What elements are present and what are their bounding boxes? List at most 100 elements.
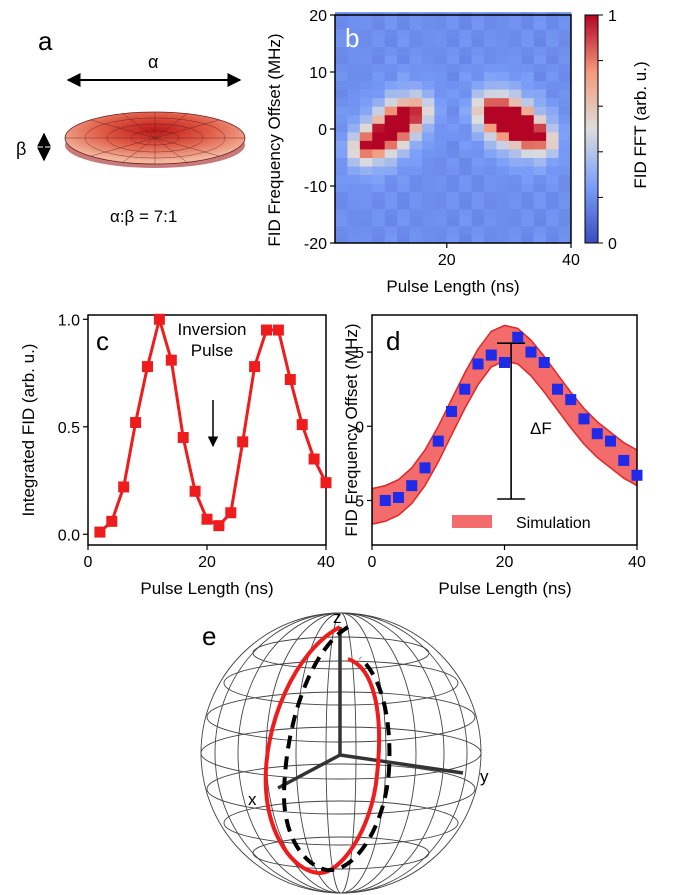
x-tick-label: 20 xyxy=(438,252,456,269)
heatmap-cell xyxy=(546,46,560,56)
heatmap-cell xyxy=(347,166,361,176)
heatmap-cell xyxy=(359,63,373,73)
heatmap-cell xyxy=(434,106,448,116)
heatmap-cell xyxy=(372,12,386,22)
heatmap-cell xyxy=(421,12,435,22)
heatmap-cell xyxy=(446,225,460,235)
heatmap-cell xyxy=(521,63,535,73)
heatmap-cell xyxy=(446,37,460,47)
heatmap-cell xyxy=(384,183,398,193)
heatmap-cell xyxy=(484,12,497,22)
heatmap-cell xyxy=(335,217,348,227)
heatmap-cell xyxy=(347,225,361,235)
panel-c: c Inversion Pulse 0 20 40 0.0 0.5 1.0 Pulse L… xyxy=(19,312,335,598)
heatmap-cell xyxy=(558,174,572,184)
heatmap-cell xyxy=(471,157,485,167)
heatmap-cell xyxy=(397,217,411,227)
heatmap-cell xyxy=(347,191,361,201)
heatmap-cell xyxy=(471,20,485,30)
heatmap-cell xyxy=(459,191,473,201)
heatmap-cell xyxy=(409,157,423,167)
heatmap-cell xyxy=(546,183,560,193)
heatmap-cell xyxy=(546,191,560,201)
heatmap-cell xyxy=(434,131,448,141)
heatmap-cell xyxy=(359,29,373,39)
heatmap-cell xyxy=(459,174,473,184)
heatmap-cell xyxy=(558,106,572,116)
heatmap-cell xyxy=(397,225,411,235)
heatmap-cell xyxy=(434,54,448,64)
heatmap-cell xyxy=(533,166,547,176)
heatmap-cell xyxy=(372,80,386,90)
annotation-inversion: Inversion xyxy=(178,320,247,339)
heatmap-cell xyxy=(372,191,386,201)
heatmap-cell xyxy=(508,89,522,99)
heatmap-cell xyxy=(496,54,510,64)
heatmap-cell xyxy=(384,123,398,133)
y-tick-label: -20 xyxy=(304,236,327,253)
heatmap-cell xyxy=(421,63,435,73)
heatmap-cell xyxy=(459,183,473,193)
heatmap-cell xyxy=(434,208,448,218)
heatmap-cell xyxy=(335,37,348,47)
heatmap-cell xyxy=(533,200,547,210)
heatmap-cell xyxy=(496,20,510,30)
delta-f-label: ΔF xyxy=(530,419,552,438)
heatmap-cell xyxy=(372,131,386,141)
heatmap-cell xyxy=(521,157,535,167)
plot-c-xlabel: Pulse Length (ns) xyxy=(140,579,273,598)
heatmap-cell xyxy=(459,234,473,244)
data-point xyxy=(538,356,550,368)
heatmap-cell xyxy=(496,140,510,150)
heatmap-cell xyxy=(496,89,510,99)
data-point xyxy=(419,462,431,474)
heatmap-cell xyxy=(335,29,348,39)
heatmap-cell xyxy=(434,183,448,193)
data-point xyxy=(406,480,418,492)
heatmap-cell xyxy=(347,54,361,64)
heatmap-cell xyxy=(508,97,522,107)
heatmap-cell xyxy=(409,106,423,116)
heatmap-cell xyxy=(558,217,572,227)
x-tick-label: 20 xyxy=(496,554,514,571)
heatmap-cell xyxy=(434,97,448,107)
heatmap-cell xyxy=(434,37,448,47)
heatmap-cell xyxy=(546,123,560,133)
heatmap-cell xyxy=(372,166,386,176)
heatmap-cell xyxy=(421,183,435,193)
heatmap-cell xyxy=(508,12,522,22)
heatmap-cell xyxy=(496,200,510,210)
heatmap-cell xyxy=(508,157,522,167)
heatmap-cell xyxy=(546,54,560,64)
heatmap-cell xyxy=(521,46,535,56)
data-point xyxy=(525,346,537,358)
heatmap-cell xyxy=(372,200,386,210)
heatmap-cell xyxy=(484,225,497,235)
heatmap-cell xyxy=(372,208,386,218)
heatmap-cell xyxy=(335,157,348,167)
heatmap-cell xyxy=(397,54,411,64)
heatmap-cell xyxy=(521,20,535,30)
heatmap-cell xyxy=(397,97,411,107)
heatmap-cell xyxy=(359,200,373,210)
heatmap-cell xyxy=(471,174,485,184)
heatmap-cell xyxy=(508,29,522,39)
heatmap-cell xyxy=(359,183,373,193)
heatmap-cell xyxy=(397,20,411,30)
heatmap-cell xyxy=(459,123,473,133)
heatmap-cell xyxy=(409,80,423,90)
heatmap-cell xyxy=(421,106,435,116)
heatmap-cell xyxy=(459,46,473,56)
heatmap-cell xyxy=(459,12,473,22)
heatmap-cell xyxy=(347,37,361,47)
axis-z-label: z xyxy=(333,608,342,627)
heatmap-cell xyxy=(446,72,460,82)
heatmap-cell xyxy=(484,29,497,39)
heatmap-cell xyxy=(359,80,373,90)
heatmap-cell xyxy=(409,140,423,150)
heatmap-cell xyxy=(335,97,348,107)
heatmap-cell xyxy=(521,12,535,22)
heatmap-cell xyxy=(521,89,535,99)
ratio-label: α:β = 7:1 xyxy=(110,207,177,226)
heatmap-cell xyxy=(384,89,398,99)
